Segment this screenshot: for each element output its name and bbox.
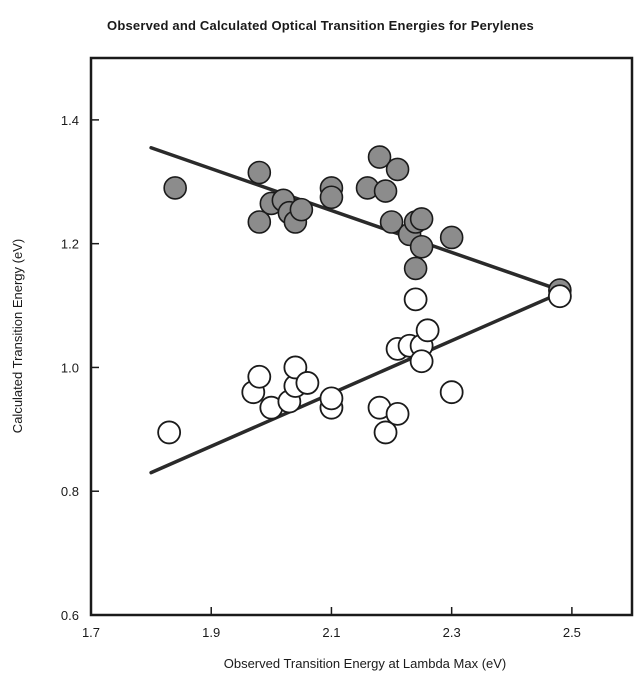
x-tick-label: 1.7 bbox=[82, 625, 100, 640]
axis-ticks: 1.7 1.9 2.1 2.3 2.5 0.6 0.8 1.0 1.2 1.4 bbox=[61, 113, 581, 640]
filled-data-point bbox=[247, 210, 272, 234]
data-markers bbox=[157, 145, 572, 445]
filled-data-point bbox=[367, 145, 392, 169]
filled-data-point bbox=[247, 160, 272, 185]
y-axis-title: Calculated Transition Energy (eV) bbox=[10, 239, 25, 433]
filled-data-point bbox=[409, 234, 434, 259]
open-data-point bbox=[319, 386, 344, 411]
filled-data-point bbox=[409, 207, 434, 231]
filled-data-point bbox=[385, 157, 410, 182]
open-data-point bbox=[409, 349, 434, 374]
y-tick-label: 0.6 bbox=[61, 608, 79, 623]
x-tick-label: 2.3 bbox=[443, 625, 461, 640]
fit-line bbox=[149, 145, 562, 292]
filled-data-point bbox=[163, 176, 187, 200]
open-data-point bbox=[295, 371, 320, 395]
x-axis-title: Observed Transition Energy at Lambda Max… bbox=[224, 656, 507, 671]
open-data-point bbox=[439, 380, 464, 405]
x-tick-label: 2.5 bbox=[563, 625, 581, 640]
open-data-point bbox=[157, 420, 182, 445]
open-data-point bbox=[373, 420, 398, 445]
filled-data-point bbox=[289, 197, 314, 222]
filled-data-point bbox=[403, 256, 428, 281]
filled-data-point bbox=[439, 225, 464, 250]
open-data-point bbox=[385, 401, 410, 426]
x-tick-label: 1.9 bbox=[202, 625, 220, 640]
fit-lines bbox=[149, 145, 562, 475]
filled-data-point bbox=[379, 210, 404, 234]
y-tick-label: 1.2 bbox=[61, 237, 79, 252]
y-tick-label: 1.4 bbox=[61, 113, 79, 128]
open-data-point bbox=[403, 287, 428, 312]
y-tick-label: 0.8 bbox=[61, 484, 79, 499]
open-data-point bbox=[247, 364, 272, 389]
open-data-point bbox=[547, 284, 572, 309]
chart-title: Observed and Calculated Optical Transiti… bbox=[107, 18, 534, 33]
fit-line bbox=[149, 291, 562, 475]
x-tick-label: 2.1 bbox=[322, 625, 340, 640]
y-tick-label: 1.0 bbox=[61, 360, 79, 375]
plot-frame bbox=[89, 56, 634, 617]
open-data-point bbox=[283, 355, 308, 380]
filled-data-point bbox=[373, 179, 398, 203]
open-data-point bbox=[415, 318, 440, 343]
filled-data-point bbox=[319, 185, 344, 210]
